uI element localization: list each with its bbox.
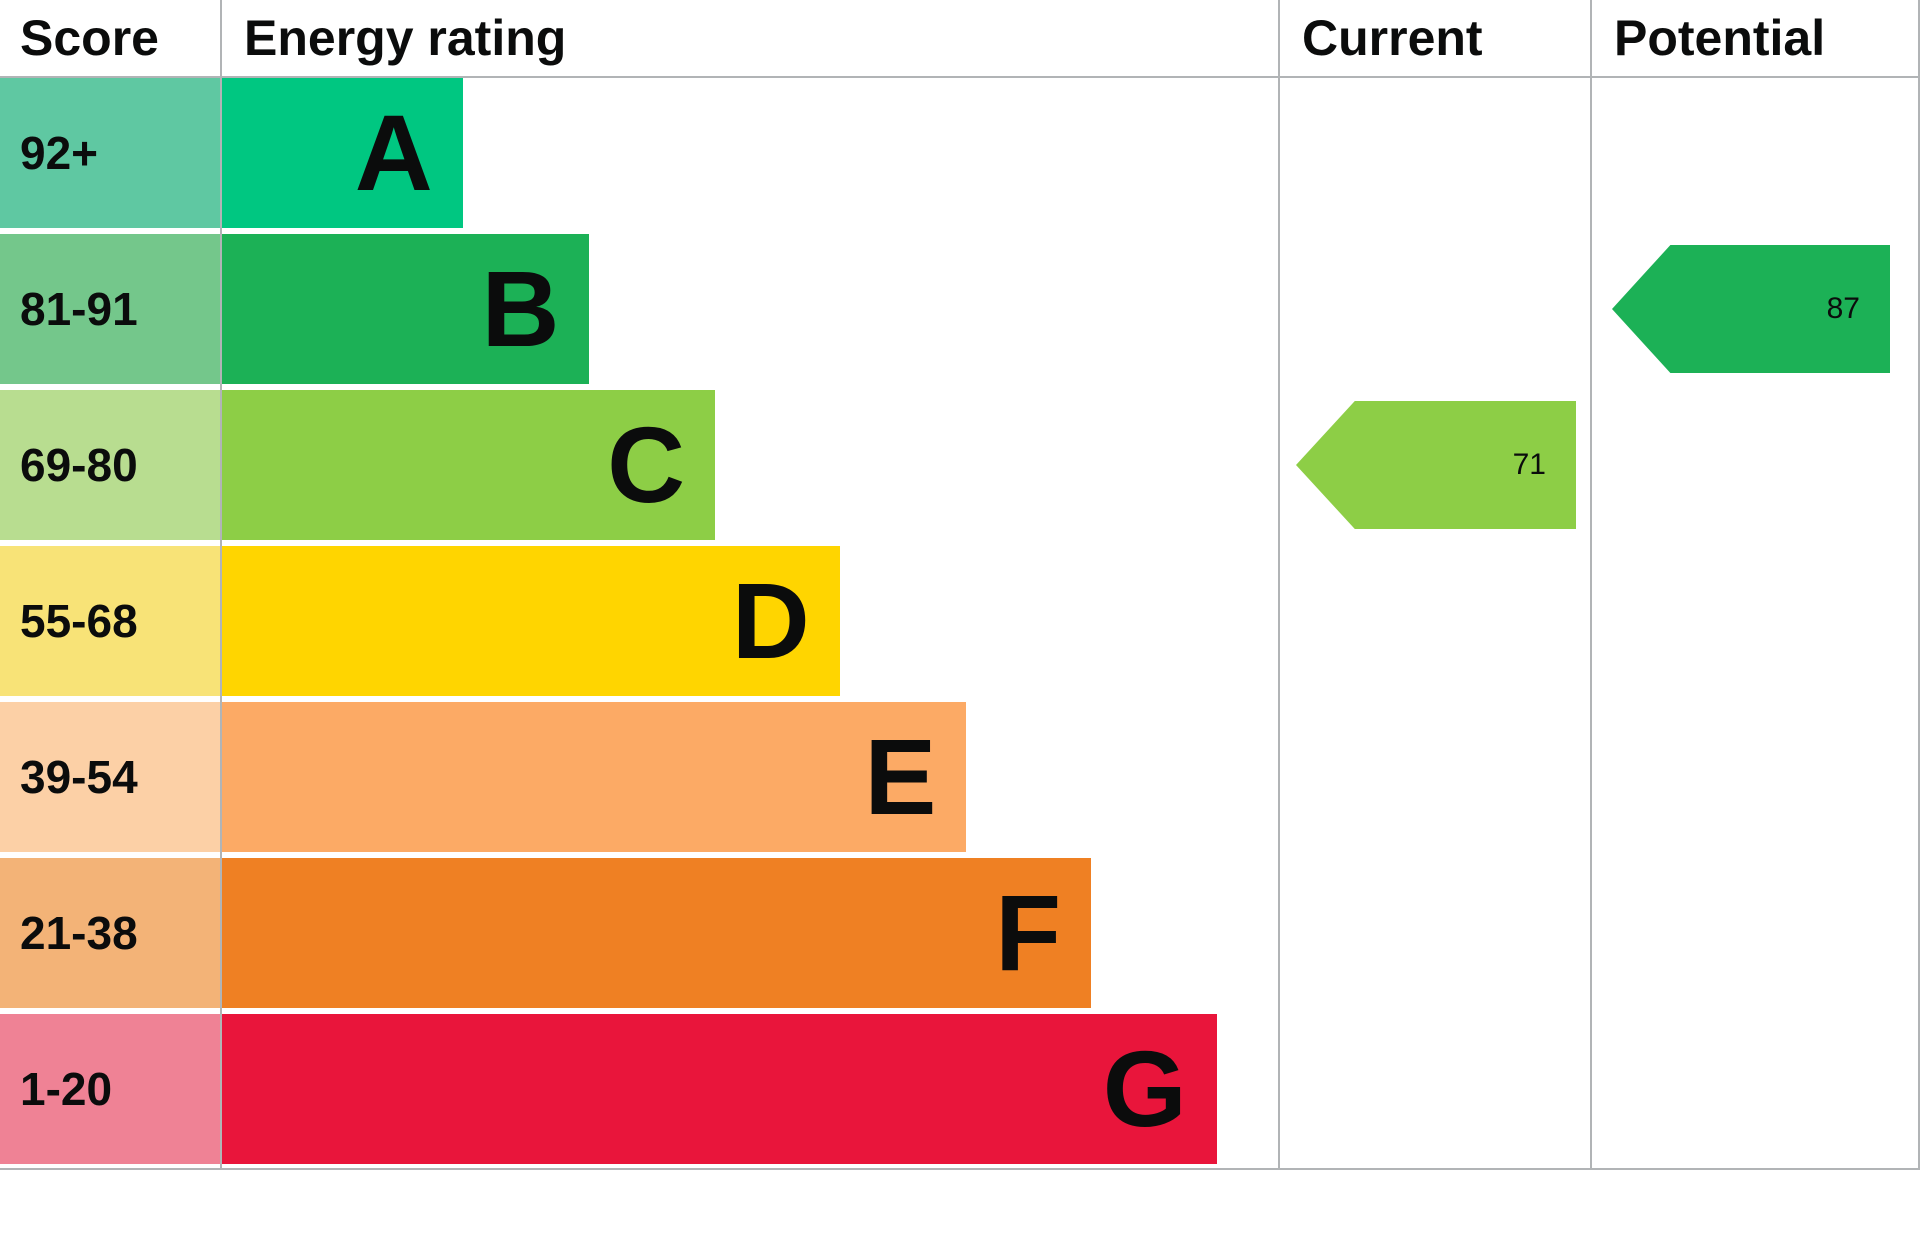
score-range-G: 1-20 [0,1014,220,1164]
current-rating-value: 71 [1512,448,1546,481]
energy-band-bar-G: G [222,1014,1217,1164]
band-letter-B: B [481,248,560,369]
band-row-E: E [222,702,1278,852]
energy-rating-header: Energy rating [222,0,1278,78]
score-range-F: 21-38 [0,858,220,1008]
score-cells: 92+ 81-91 69-80 55-68 39-54 21-38 1-20 [0,78,220,1170]
band-letter-G: G [1102,1028,1187,1149]
epc-rating-chart: Score 92+ 81-91 69-80 55-68 39-54 21-38 1-20 E… [0,0,1920,1170]
band-row-A: A [222,78,1278,228]
energy-band-bar-A: A [222,78,463,228]
score-range-A: 92+ [0,78,220,228]
score-range-E: 39-54 [0,702,220,852]
band-letter-A: A [354,92,433,213]
band-letter-E: E [864,716,937,837]
band-letter-C: C [607,404,686,525]
energy-band-bar-B: B [222,234,590,384]
score-header: Score [0,0,220,78]
score-range-B: 81-91 [0,234,220,384]
potential-header: Potential [1592,0,1918,78]
energy-band-bar-C: C [222,390,716,540]
band-row-D: D [222,546,1278,696]
potential-rating-arrow: 87 [1612,245,1890,373]
band-row-G: G [222,1014,1278,1164]
energy-band-bar-D: D [222,546,840,696]
band-row-B: B [222,234,1278,384]
band-row-F: F [222,858,1278,1008]
current-header: Current [1280,0,1590,78]
current-column: Current 71 [1278,0,1590,1168]
score-range-D: 55-68 [0,546,220,696]
band-letter-D: D [731,560,810,681]
band-row-C: C [222,390,1278,540]
current-rating-arrow: 71 [1296,401,1576,529]
score-column: Score 92+ 81-91 69-80 55-68 39-54 21-38 1-20 [0,0,220,1168]
score-range-C: 69-80 [0,390,220,540]
potential-rating-value: 87 [1826,292,1860,325]
band-letter-F: F [995,872,1062,993]
potential-column: Potential 87 [1590,0,1918,1168]
energy-band-bar-F: F [222,858,1092,1008]
energy-band-bar-E: E [222,702,967,852]
